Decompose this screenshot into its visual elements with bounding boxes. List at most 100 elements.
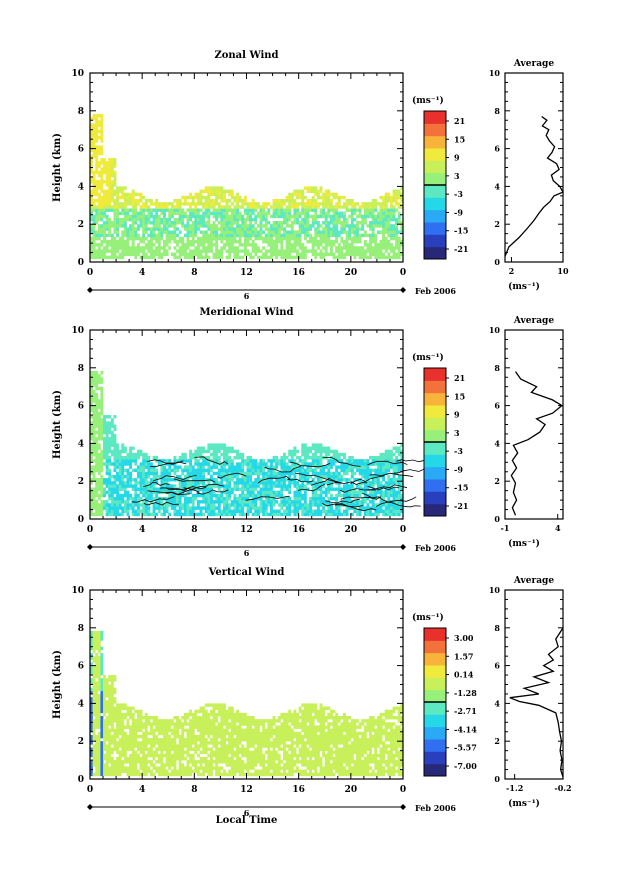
heatmap-cell bbox=[202, 474, 206, 479]
heatmap-cell bbox=[126, 208, 130, 212]
heatmap-cell bbox=[136, 233, 140, 238]
heatmap-cell bbox=[97, 716, 101, 720]
heatmap-cell bbox=[129, 233, 133, 238]
heatmap-cell bbox=[324, 509, 328, 513]
heatmap-cell bbox=[337, 478, 341, 482]
heatmap-cell bbox=[249, 471, 253, 476]
heatmap-cell bbox=[110, 700, 114, 704]
heatmap-cell bbox=[243, 243, 247, 247]
heatmap-cell bbox=[324, 249, 328, 253]
heatmap-cell bbox=[228, 468, 232, 473]
heatmap-cell bbox=[389, 478, 393, 482]
heatmap-cell bbox=[228, 478, 232, 482]
heatmap-cell bbox=[363, 202, 367, 206]
heatmap-cell bbox=[90, 389, 93, 394]
heatmap-cell bbox=[251, 233, 255, 238]
heatmap-cell bbox=[199, 468, 203, 473]
heatmap-cell bbox=[113, 158, 117, 162]
heatmap-cell bbox=[259, 230, 263, 234]
heatmap-cell bbox=[225, 211, 229, 216]
heatmap-cell bbox=[90, 703, 93, 707]
heatmap-cell bbox=[186, 243, 190, 247]
heatmap-cell bbox=[90, 506, 93, 510]
heatmap-cell bbox=[309, 239, 313, 244]
heatmap-cell bbox=[319, 496, 323, 501]
heatmap-cell bbox=[110, 503, 114, 507]
heatmap-cell bbox=[152, 465, 156, 469]
heatmap-cell bbox=[136, 468, 140, 473]
heatmap-cell bbox=[199, 195, 203, 200]
heatmap-cell bbox=[186, 236, 190, 241]
heatmap-cell bbox=[264, 512, 268, 517]
heatmap-cell bbox=[108, 675, 112, 679]
heatmap-cell bbox=[105, 760, 109, 764]
heatmap-cell bbox=[280, 487, 284, 491]
colorbar-tick-label: 9 bbox=[454, 153, 460, 163]
heatmap-cell bbox=[374, 503, 378, 507]
heatmap-cell bbox=[142, 255, 146, 260]
heatmap-cell bbox=[165, 252, 169, 256]
heatmap-cell bbox=[288, 233, 292, 238]
heatmap-cell bbox=[173, 456, 177, 460]
heatmap-cell bbox=[301, 230, 305, 234]
heatmap-cell bbox=[215, 186, 219, 190]
heatmap-cell bbox=[223, 195, 226, 200]
heatmap-cell bbox=[322, 252, 326, 256]
heatmap-cell bbox=[361, 246, 365, 250]
heatmap-cell bbox=[100, 449, 104, 454]
heatmap-cell bbox=[108, 474, 112, 479]
heatmap-cell bbox=[327, 506, 331, 510]
date-line-marker bbox=[87, 544, 93, 550]
heatmap-cell bbox=[243, 195, 247, 200]
heatmap-cell bbox=[329, 221, 333, 225]
heatmap-cell bbox=[340, 255, 344, 260]
heatmap-cell bbox=[92, 186, 96, 190]
heatmap-cell bbox=[288, 217, 292, 222]
heatmap-cell bbox=[149, 462, 153, 466]
heatmap-cell bbox=[196, 217, 200, 222]
heatmap-cell bbox=[322, 199, 326, 203]
heatmap-cell bbox=[113, 719, 117, 723]
heatmap-cell bbox=[277, 233, 281, 238]
heatmap-cell bbox=[384, 484, 388, 488]
heatmap-cell bbox=[262, 512, 266, 517]
heatmap-cell bbox=[220, 186, 224, 190]
heatmap-cell bbox=[290, 255, 294, 260]
heatmap-cell bbox=[371, 484, 375, 488]
heatmap-cell bbox=[233, 236, 237, 241]
heatmap-cell bbox=[353, 255, 357, 260]
heatmap-cell bbox=[207, 462, 211, 466]
heatmap-cell bbox=[228, 462, 232, 466]
heatmap-cell bbox=[90, 709, 93, 714]
heatmap-cell bbox=[215, 195, 219, 200]
heatmap-cell bbox=[327, 481, 331, 485]
heatmap-cell bbox=[215, 227, 219, 231]
heatmap-cell bbox=[306, 487, 310, 491]
heatmap-cell bbox=[269, 239, 273, 244]
heatmap-cell bbox=[340, 452, 344, 457]
heatmap-cell bbox=[121, 493, 125, 498]
heatmap-cell bbox=[134, 481, 138, 485]
heatmap-cell bbox=[129, 496, 133, 501]
heatmap-cell bbox=[225, 214, 229, 219]
heatmap-cell bbox=[301, 449, 305, 454]
heatmap-cell bbox=[215, 202, 219, 206]
heatmap-cell bbox=[332, 239, 336, 244]
profile-y-tick-label: 4 bbox=[494, 438, 500, 448]
heatmap-cell bbox=[348, 506, 352, 510]
heatmap-cell bbox=[322, 255, 326, 260]
heatmap-cell bbox=[350, 512, 354, 517]
heatmap-cell bbox=[358, 221, 362, 225]
heatmap-cell bbox=[142, 481, 146, 485]
heatmap-cell bbox=[264, 249, 268, 253]
heatmap-cell bbox=[108, 183, 112, 187]
heatmap-cell bbox=[275, 224, 279, 228]
heatmap-cell bbox=[134, 459, 138, 463]
heatmap-cell bbox=[290, 503, 294, 507]
heatmap-cell bbox=[215, 224, 219, 228]
contour-line bbox=[143, 501, 179, 506]
heatmap-cell bbox=[387, 503, 391, 507]
heatmap-cell bbox=[105, 687, 109, 692]
heatmap-cell bbox=[277, 474, 281, 479]
heatmap-cell bbox=[311, 195, 315, 200]
